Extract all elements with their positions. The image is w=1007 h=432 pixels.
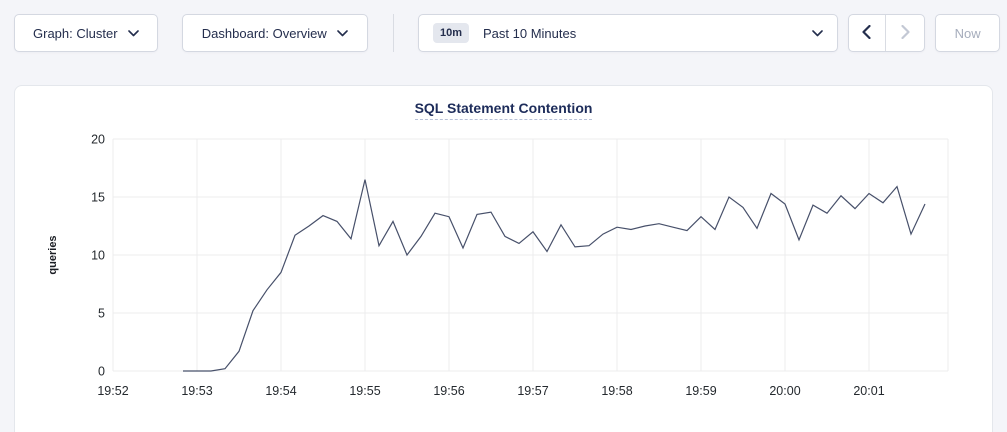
y-axis-tick: 15 <box>91 191 105 205</box>
x-axis-tick: 19:59 <box>685 384 716 398</box>
y-axis-tick: 10 <box>91 249 105 263</box>
now-button-label: Now <box>954 25 981 41</box>
x-axis-tick: 19:57 <box>517 384 548 398</box>
graph-dropdown-label: Graph: Cluster <box>33 25 118 41</box>
time-range-picker[interactable]: 10m Past 10 Minutes <box>417 14 838 52</box>
next-time-button[interactable] <box>886 15 924 51</box>
x-axis-tick: 20:01 <box>853 384 884 398</box>
dashboard-dropdown-label: Dashboard: Overview <box>201 25 327 41</box>
sql-statement-contention-chart[interactable]: 0 5 10 15 20 19:52 19:53 19:54 19:55 19:56 19:57 19… <box>15 86 992 416</box>
chart-title[interactable]: SQL Statement Contention <box>414 100 593 120</box>
toolbar: Graph: Cluster Dashboard: Overview 10m P… <box>0 0 1007 52</box>
y-axis-tick: 0 <box>98 365 105 379</box>
graph-dropdown[interactable]: Graph: Cluster <box>14 14 158 52</box>
series-line <box>183 179 926 372</box>
chevron-down-icon <box>336 29 348 37</box>
time-window-label: Past 10 Minutes <box>483 25 577 41</box>
x-axis-tick: 19:53 <box>181 384 212 398</box>
chevron-right-icon <box>901 24 910 42</box>
now-button[interactable]: Now <box>935 14 1000 52</box>
chart-card: SQL Statement Contention 0 5 10 15 20 19:52 19… <box>14 85 993 432</box>
y-axis-tick: 20 <box>91 133 105 147</box>
previous-time-button[interactable] <box>849 15 887 51</box>
x-axis-tick: 19:58 <box>601 384 632 398</box>
dashboard-dropdown[interactable]: Dashboard: Overview <box>181 14 368 52</box>
time-window-badge: 10m <box>432 23 470 43</box>
y-axis-tick: 5 <box>98 307 105 321</box>
x-axis-tick: 19:54 <box>265 384 296 398</box>
x-axis-tick: 19:52 <box>97 384 128 398</box>
chevron-left-icon <box>862 24 872 42</box>
x-axis-tick: 19:56 <box>433 384 464 398</box>
time-nav-group <box>847 14 926 52</box>
y-axis-title: queries <box>47 235 59 274</box>
chevron-down-icon <box>127 29 139 37</box>
x-axis-tick: 20:00 <box>769 384 800 398</box>
chevron-down-icon <box>811 29 823 37</box>
x-axis-tick: 19:55 <box>349 384 380 398</box>
toolbar-divider <box>392 14 394 52</box>
